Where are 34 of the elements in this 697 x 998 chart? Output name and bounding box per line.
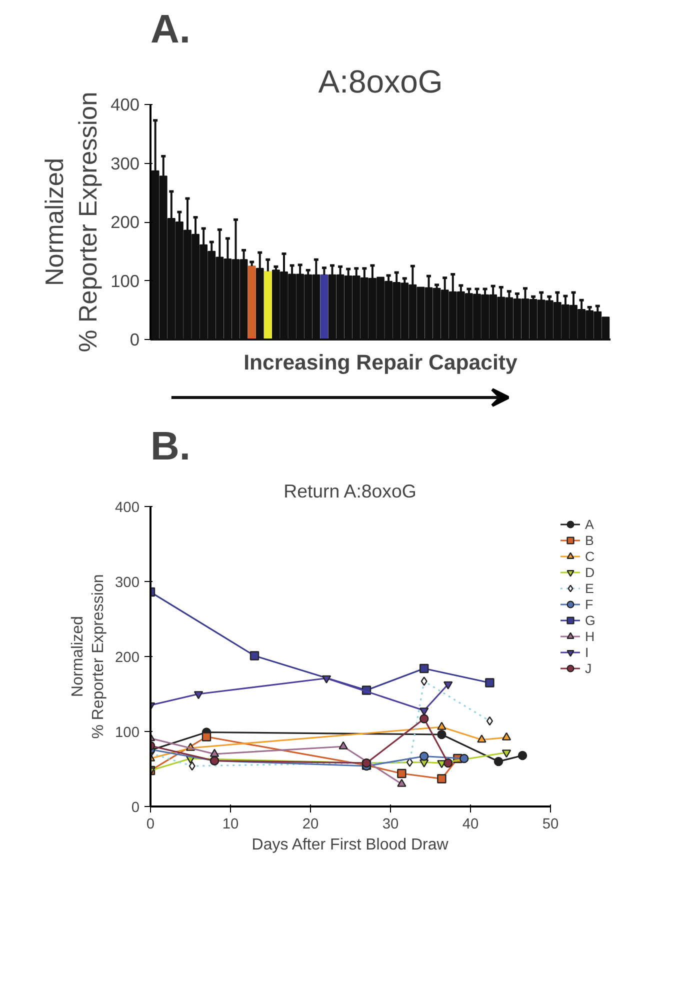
legend-label: C [585, 548, 596, 564]
y-tick-label: 400 [115, 500, 140, 516]
chart-title: A:8oxoG [318, 64, 443, 100]
x-tick-label: 30 [382, 816, 399, 832]
legend-label: A [585, 516, 595, 532]
y-tick-label: 100 [115, 725, 140, 741]
x-axis-title: Increasing Repair Capacity [244, 350, 518, 374]
legend-label: E [585, 580, 595, 596]
legend-label: G [585, 612, 596, 628]
legend-label: H [585, 628, 596, 644]
legend-label: F [585, 596, 594, 612]
y-tick-label: 200 [115, 650, 140, 666]
chart-title: Return A:8oxoG [284, 480, 416, 502]
x-tick-label: 50 [542, 816, 559, 832]
y-tick-label: 400 [110, 94, 140, 114]
x-tick-label: 0 [146, 816, 155, 832]
text: B. [150, 424, 190, 468]
legend-label: J [585, 660, 593, 676]
legend-label: B [585, 532, 595, 548]
text: A. [150, 8, 190, 52]
y-axis-title: Normalized % Reporter Expression [70, 574, 108, 739]
x-tick-label: 20 [302, 816, 319, 832]
legend-label: I [585, 644, 590, 660]
y-tick-label: 300 [115, 575, 140, 591]
x-tick-label: 10 [222, 816, 239, 832]
y-tick-label: 0 [130, 330, 140, 350]
x-axis-title: Days After First Blood Draw [252, 836, 449, 854]
y-tick-label: 100 [110, 270, 140, 291]
y-tick-label: 200 [110, 212, 140, 232]
y-tick-label: 0 [131, 800, 140, 816]
y-axis-title: Normalized % Reporter Expression [40, 92, 103, 352]
y-tick-label: 300 [110, 153, 140, 174]
x-tick-label: 40 [462, 816, 479, 832]
legend-label: D [585, 564, 596, 580]
